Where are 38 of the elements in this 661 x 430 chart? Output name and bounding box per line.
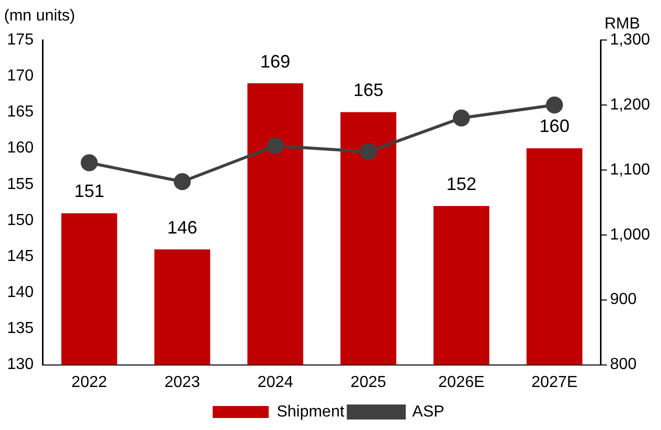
point — [266, 137, 284, 154]
y2-tick-label: 1,200 — [610, 96, 650, 114]
y2-tick-label: 1,100 — [610, 161, 650, 178]
data-label: 160 — [539, 116, 570, 136]
y-tick-label: 140 — [6, 284, 34, 302]
x-tick-label: 2023 — [164, 374, 200, 391]
y2-axis-title: RMB — [604, 15, 640, 32]
x-tick-label: 2026E — [438, 374, 485, 391]
y-tick-label: 150 — [6, 212, 34, 229]
data-label: 152 — [446, 174, 476, 194]
y2-tick-label: 800 — [610, 356, 637, 374]
data-label: 169 — [260, 51, 290, 72]
y2-tick-label: 1,300 — [610, 31, 650, 48]
y-tick-label: 175 — [6, 31, 34, 48]
data-label: 165 — [353, 80, 384, 100]
y-tick-label: 160 — [6, 140, 34, 157]
y-tick-label: 130 — [6, 356, 34, 374]
point — [546, 96, 563, 114]
x-tick-label: 2027E — [531, 374, 578, 391]
y-axis-title: (mn units) — [4, 7, 76, 24]
legend-label: ASP — [412, 403, 444, 420]
x-tick-label: 2024 — [258, 374, 294, 391]
data-label: 146 — [167, 217, 198, 238]
x-tick-label: 2022 — [71, 374, 108, 391]
y-tick-label: 155 — [6, 176, 34, 193]
legend-label: Shipment — [276, 403, 345, 420]
point — [360, 143, 377, 160]
point — [174, 173, 191, 190]
point — [452, 109, 470, 126]
y-tick-label: 170 — [6, 67, 34, 84]
y-tick-label: 135 — [6, 320, 34, 338]
y-tick-label: 145 — [6, 248, 34, 265]
y2-tick-label: 900 — [610, 291, 637, 308]
point — [80, 154, 98, 172]
data-label: 151 — [74, 181, 104, 202]
y-tick-label: 165 — [6, 104, 34, 121]
x-tick-label: 2025 — [350, 374, 386, 391]
y2-tick-label: 1,000 — [610, 226, 650, 244]
